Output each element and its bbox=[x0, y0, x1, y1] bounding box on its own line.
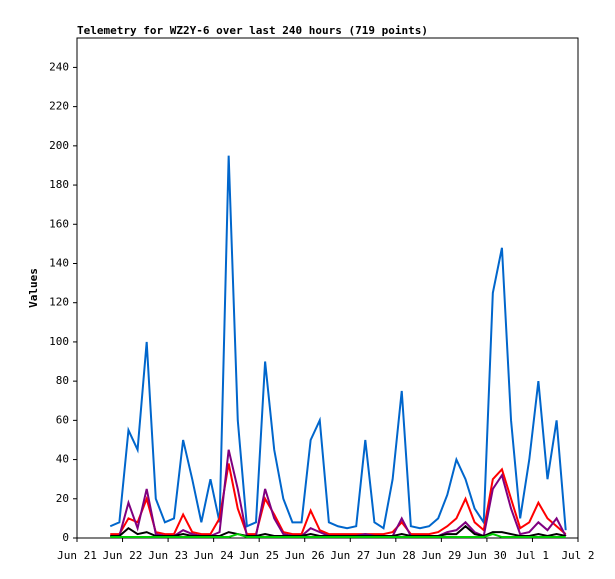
y-tick-label: 240 bbox=[49, 60, 69, 73]
x-tick-label: Jun 22 bbox=[103, 549, 143, 562]
series-line bbox=[110, 533, 566, 539]
y-tick-label: 60 bbox=[56, 413, 69, 426]
x-tick-label: Jun 27 bbox=[330, 549, 370, 562]
x-tick-label: Jun 30 bbox=[467, 549, 507, 562]
x-tick-label: Jun 29 bbox=[421, 549, 461, 562]
y-tick-label: 140 bbox=[49, 256, 69, 269]
chart-title: Telemetry for WZ2Y-6 over last 240 hours… bbox=[77, 24, 428, 37]
y-tick-label: 180 bbox=[49, 178, 69, 191]
y-tick-label: 80 bbox=[56, 374, 69, 387]
plot-frame bbox=[76, 37, 579, 539]
x-tick-label: Jun 26 bbox=[285, 549, 325, 562]
y-tick-label: 20 bbox=[56, 492, 69, 505]
y-axis-label: Values bbox=[27, 268, 40, 308]
x-tick-label: Jun 23 bbox=[148, 549, 188, 562]
y-tick-label: 40 bbox=[56, 453, 69, 466]
y-tick-label: 120 bbox=[49, 296, 69, 309]
x-tick-label: Jun 21 bbox=[57, 549, 97, 562]
x-tick-label: Jun 25 bbox=[239, 549, 279, 562]
y-tick-label: 100 bbox=[49, 335, 69, 348]
series-line bbox=[110, 463, 567, 536]
x-tick-label: Jul 2 bbox=[561, 549, 594, 562]
y-tick-label: 220 bbox=[49, 100, 69, 113]
y-tick-label: 160 bbox=[49, 217, 69, 230]
x-tick-label: Jul 1 bbox=[516, 549, 549, 562]
series-line bbox=[109, 155, 567, 531]
x-tick-label: Jun 28 bbox=[376, 549, 416, 562]
x-tick-label: Jun 24 bbox=[194, 549, 234, 562]
y-tick-label: 200 bbox=[49, 139, 69, 152]
y-tick-label: 0 bbox=[62, 531, 69, 544]
